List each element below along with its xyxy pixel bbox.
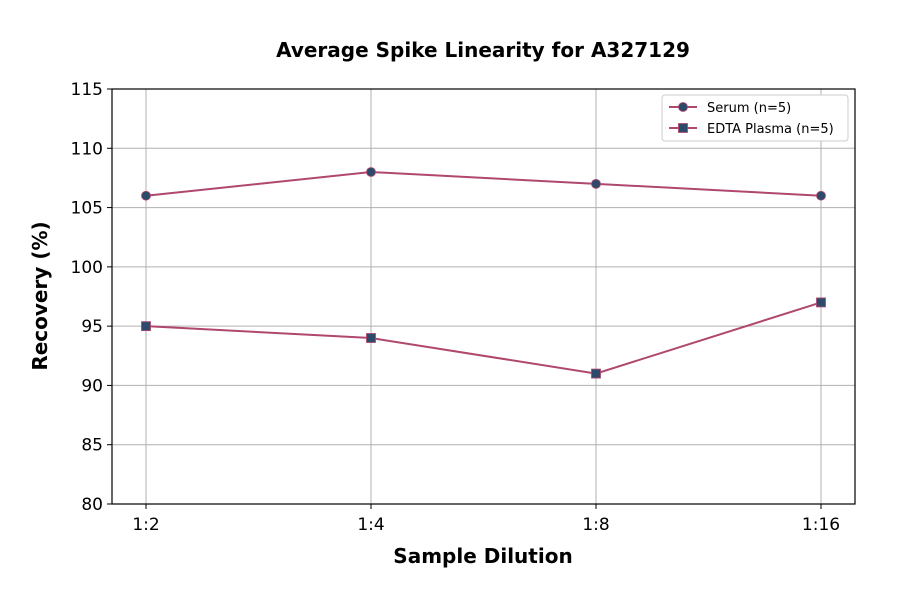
- y-tick-label: 110: [71, 139, 103, 159]
- x-tick-label: 1:4: [357, 515, 384, 535]
- data-point: [141, 321, 151, 332]
- y-axis-label: Recovery (%): [28, 221, 52, 370]
- y-tick-label: 105: [71, 199, 103, 219]
- data-point: [816, 297, 826, 308]
- plot-frame: [111, 88, 856, 505]
- y-tick-label: 115: [71, 80, 103, 100]
- data-point: [591, 368, 601, 379]
- x-axis-label: Sample Dilution: [393, 544, 572, 568]
- data-point: [366, 167, 376, 177]
- data-point: [366, 333, 376, 343]
- y-tick-label: 100: [71, 258, 103, 278]
- y-tick-label: 85: [81, 436, 103, 456]
- y-tick-label: 80: [81, 495, 103, 515]
- y-tick-label: 90: [81, 376, 103, 396]
- legend-marker: [678, 102, 688, 112]
- y-tick-label: 95: [81, 317, 103, 337]
- legend-marker: [678, 123, 688, 133]
- series-line-0: [145, 170, 822, 197]
- legend-label: Serum (n=5): [707, 101, 791, 116]
- x-tick-label: 1:8: [582, 515, 609, 535]
- data-point: [141, 190, 151, 201]
- data-point: [591, 178, 601, 189]
- legend-label: EDTA Plasma (n=5): [707, 122, 834, 137]
- x-tick-label: 1:16: [802, 515, 840, 535]
- data-point: [816, 190, 826, 201]
- x-tick-label: 1:2: [132, 515, 159, 535]
- chart-title: Average Spike Linearity for A327129: [276, 38, 690, 62]
- legend: Serum (n=5) EDTA Plasma (n=5): [661, 94, 849, 142]
- legend-box: [661, 94, 849, 142]
- series-line-1: [145, 301, 822, 375]
